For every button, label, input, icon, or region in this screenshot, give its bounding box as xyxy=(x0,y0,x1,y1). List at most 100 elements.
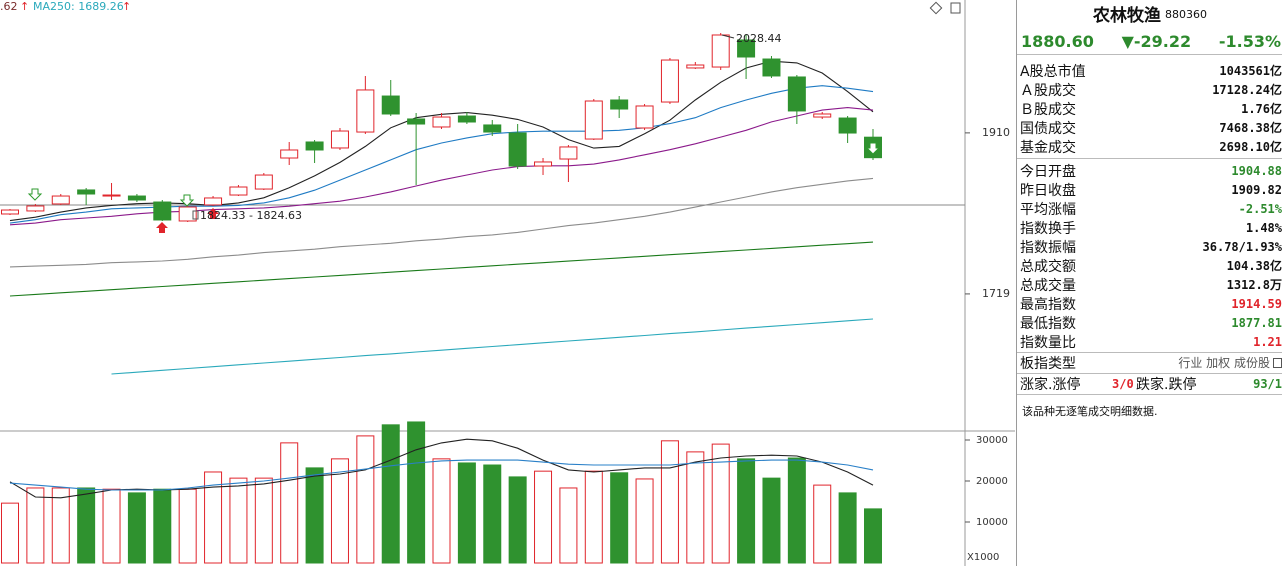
candle-body xyxy=(610,99,629,110)
legend-arrow: ↑ xyxy=(20,0,29,13)
candle-body xyxy=(127,195,146,201)
annotation: 2028.44 xyxy=(736,32,782,45)
breadth-row: 涨家.涨停 3/0 跌家.跌停 93/1 xyxy=(1017,374,1282,393)
candle-body xyxy=(559,146,578,160)
volume-bar xyxy=(737,458,756,564)
volume-bar xyxy=(229,477,248,564)
candle-body xyxy=(584,100,603,140)
volume-bar xyxy=(864,508,882,564)
tool-icon[interactable] xyxy=(929,1,943,15)
row-label: 总成交量 xyxy=(1020,277,1076,294)
quote-header: 农林牧渔 880360 xyxy=(1017,0,1282,26)
candle-body xyxy=(26,205,45,212)
volume-bar xyxy=(356,435,375,564)
row-value: 1.21 xyxy=(1253,334,1282,349)
change-pct: -1.53% xyxy=(1218,32,1281,51)
last-price: 1880.60 xyxy=(1021,32,1094,51)
candle-body xyxy=(787,76,806,112)
volume-bar xyxy=(381,424,400,564)
candle-body xyxy=(280,149,299,159)
y-tick-label: 20000 xyxy=(976,476,1008,487)
row-value: 1312.8万 xyxy=(1226,278,1282,292)
volume-bar xyxy=(711,443,730,564)
volume-bar xyxy=(559,487,578,564)
quote-row: 最低指数 1877.81 xyxy=(1017,313,1282,332)
separator xyxy=(1017,352,1282,353)
row-value: 7468.38亿 xyxy=(1219,121,1282,135)
candle-body xyxy=(1,209,19,215)
volume-bar xyxy=(660,440,679,564)
row-value: 2698.10亿 xyxy=(1219,140,1282,154)
quote-row: 昨日收盘 1909.82 xyxy=(1017,180,1282,199)
candle-body xyxy=(153,201,172,221)
candle-body xyxy=(534,161,553,167)
candle-body xyxy=(711,34,730,68)
legend-text: .62 xyxy=(0,0,18,13)
index-name: 农林牧渔 xyxy=(1093,5,1161,26)
volume-bar xyxy=(508,476,527,564)
row-value: 1.76亿 xyxy=(1241,102,1282,116)
volume-bar xyxy=(610,472,629,564)
tool-icon[interactable] xyxy=(950,2,961,14)
index-code: 880360 xyxy=(1165,8,1207,21)
quote-row: A股总市值 1043561亿 xyxy=(1017,61,1282,80)
quote-row: 国债成交 7468.38亿 xyxy=(1017,118,1282,137)
volume-bar xyxy=(1,502,19,564)
quote-row: 总成交额 104.38亿 xyxy=(1017,256,1282,275)
candle-body xyxy=(457,115,476,123)
buy-signal xyxy=(207,208,219,219)
candle-body xyxy=(635,105,654,129)
quote-row: Ｂ股成交 1.76亿 xyxy=(1017,99,1282,118)
quote-row: Ａ股成交 17128.24亿 xyxy=(1017,80,1282,99)
legend-text: MA250: 1689.26 xyxy=(33,0,124,13)
sector-row: 板指类型 行业 加权 成份股 xyxy=(1017,353,1282,372)
y-tick-label: 1719 xyxy=(982,287,1010,300)
volume-bar xyxy=(51,487,70,564)
row-value: 36.78/1.93% xyxy=(1202,239,1282,254)
row-label: 最低指数 xyxy=(1020,315,1076,332)
sell-signal xyxy=(179,194,195,207)
candle-body xyxy=(813,113,832,118)
legend: .62 ↑ MA250: 1689.26 ↑ xyxy=(0,0,131,13)
ma-line xyxy=(9,85,874,224)
chart: .62 ↑ MA250: 1689.26 ↑ 2028.44 1824.33 -… xyxy=(0,0,1015,566)
y-tick-label: 10000 xyxy=(976,517,1008,528)
quote-row: 总成交量 1312.8万 xyxy=(1017,275,1282,294)
quote-row: 平均涨幅 -2.51% xyxy=(1017,199,1282,218)
candle-body xyxy=(229,186,248,196)
sector-value: 行业 加权 成份股 xyxy=(1178,356,1270,370)
y-tick-label: 30000 xyxy=(976,435,1008,446)
annotation: 1824.33 - 1824.63 xyxy=(200,209,302,222)
row-label: 国债成交 xyxy=(1020,120,1076,137)
candle-body xyxy=(356,89,375,133)
volume-bar xyxy=(127,492,146,564)
row-value: -2.51% xyxy=(1238,201,1282,216)
volume-bar xyxy=(635,478,654,564)
row-label: Ｂ股成交 xyxy=(1020,101,1076,118)
candle-body xyxy=(305,141,324,151)
quote-row: 指数振幅 36.78/1.93% xyxy=(1017,237,1282,256)
plot-area xyxy=(1,33,882,564)
candle-body xyxy=(483,124,502,133)
annotation-marker xyxy=(192,210,199,220)
volume-bar xyxy=(254,477,273,564)
volume-bar xyxy=(457,462,476,564)
candle-body xyxy=(737,39,756,58)
volume-bar xyxy=(153,488,172,564)
breadth-label: 跌家.跌停 xyxy=(1136,376,1197,393)
annotation-pointer xyxy=(721,34,735,39)
row-label: 指数量比 xyxy=(1020,334,1076,351)
separator xyxy=(1017,373,1282,374)
table-icon[interactable] xyxy=(1273,357,1282,368)
ma-line xyxy=(111,318,874,375)
row-value: 1877.81 xyxy=(1231,315,1282,330)
breadth-label: 涨家.涨停 xyxy=(1020,376,1081,393)
volume-bar xyxy=(534,470,553,564)
separator xyxy=(1017,394,1282,395)
volume-bar xyxy=(787,457,806,564)
volume-bar xyxy=(26,487,45,564)
y-tick-label: 1910 xyxy=(982,126,1010,139)
row-label: 指数振幅 xyxy=(1020,239,1076,256)
sell-signal xyxy=(27,188,43,201)
